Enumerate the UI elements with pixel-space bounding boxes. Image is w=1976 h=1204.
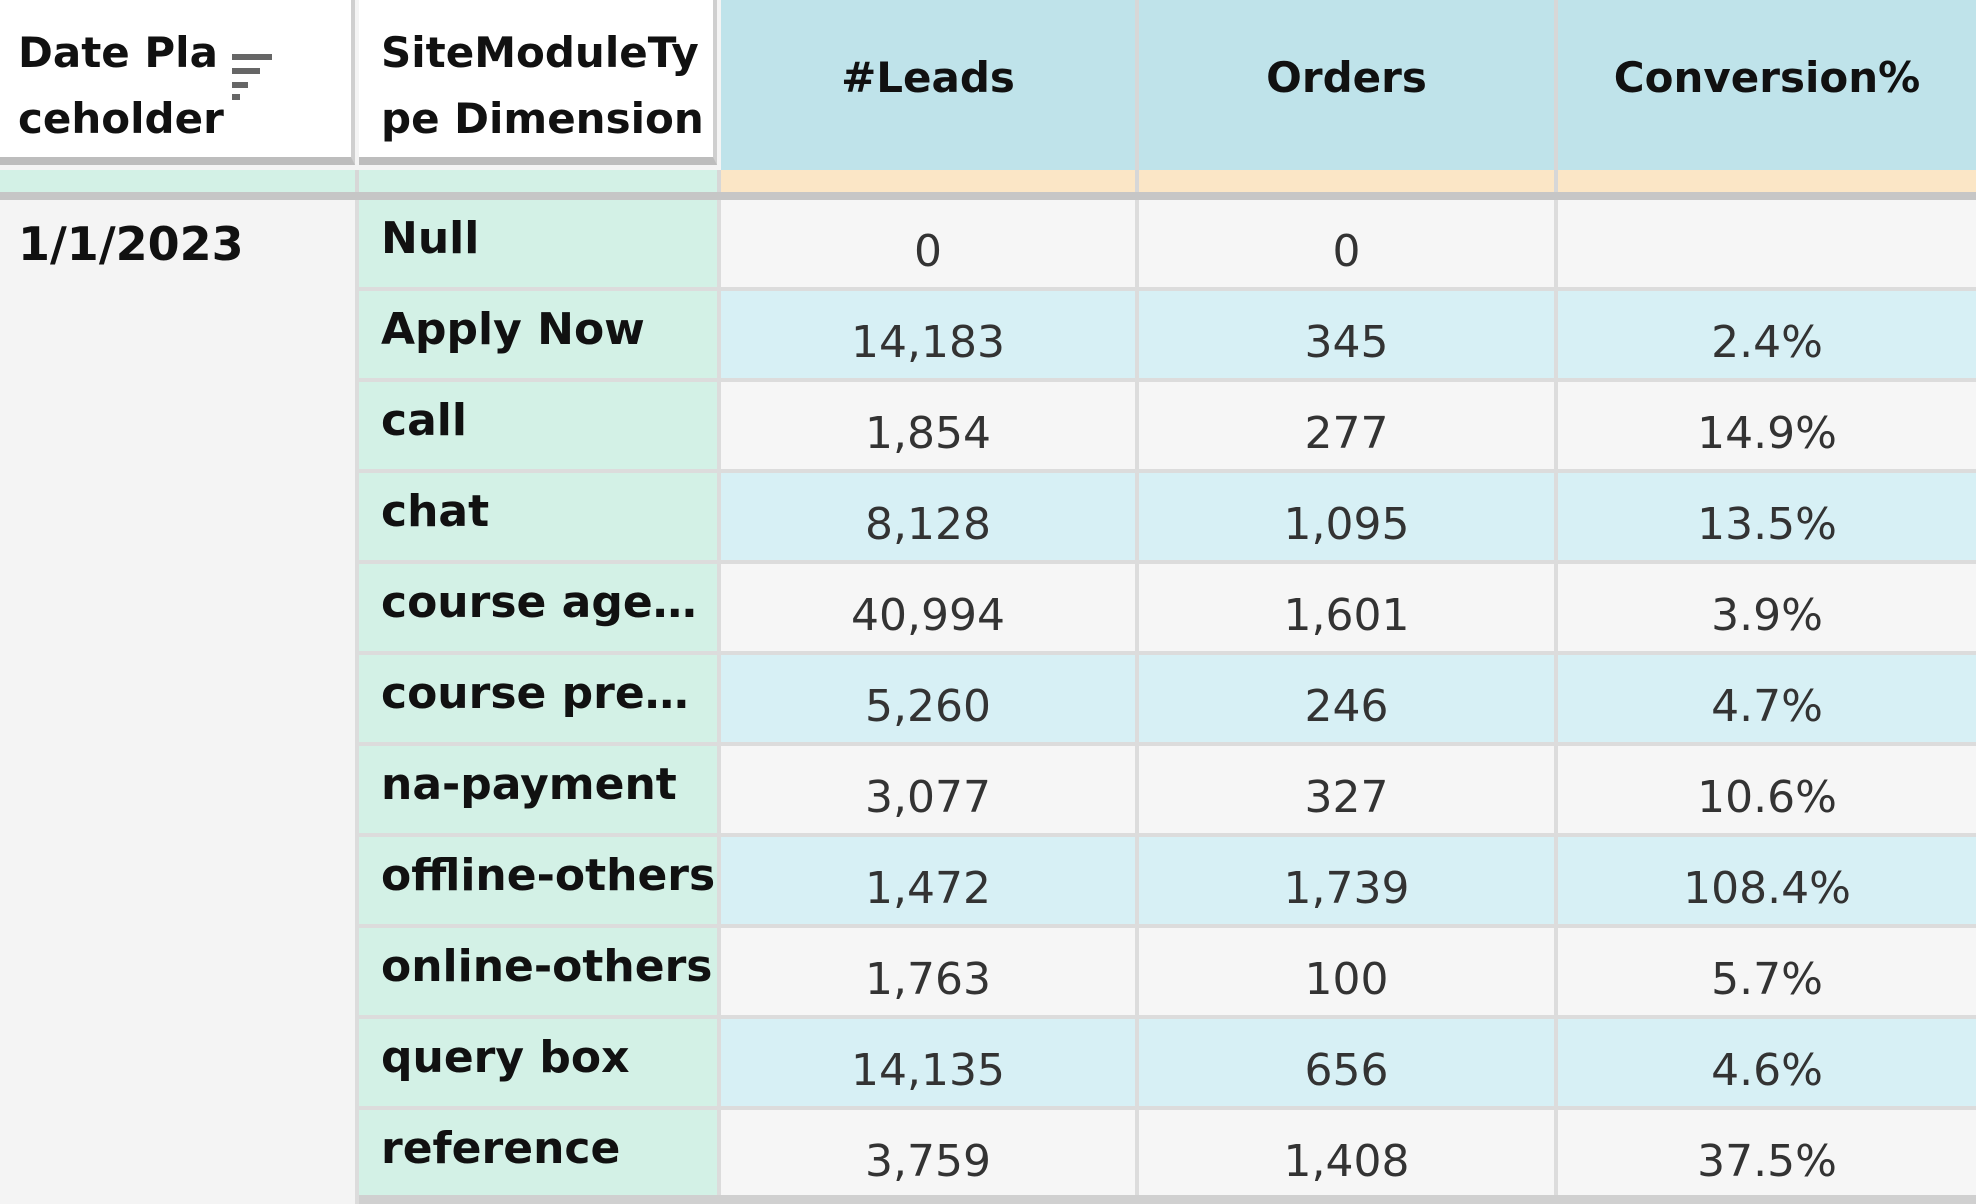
table-row[interactable]: offline-others 1,472 1,739 108.4% bbox=[359, 837, 1976, 928]
leads-cell: 1,854 bbox=[721, 382, 1139, 473]
sort-descending-icon[interactable] bbox=[232, 54, 282, 104]
table-row[interactable]: course previe.. 5,260 246 4.7% bbox=[359, 655, 1976, 746]
column-header-site-module-type-label: SiteModuleType Dimension bbox=[381, 28, 704, 143]
table-row[interactable]: na-payment 3,077 327 10.6% bbox=[359, 746, 1976, 837]
table-row[interactable]: reference 3,759 1,408 37.5% bbox=[359, 1110, 1976, 1201]
orders-cell: 1,601 bbox=[1139, 564, 1558, 655]
column-header-conversion[interactable]: Conversion% bbox=[1558, 0, 1976, 172]
conversion-cell: 5.7% bbox=[1558, 928, 1976, 1019]
orders-cell: 1,095 bbox=[1139, 473, 1558, 564]
table-row[interactable]: course agenda 40,994 1,601 3.9% bbox=[359, 564, 1976, 655]
table-row[interactable]: call 1,854 277 14.9% bbox=[359, 382, 1976, 473]
total-row-conversion-cell bbox=[1558, 170, 1976, 192]
site-module-cell: reference bbox=[359, 1110, 721, 1201]
leads-cell: 3,759 bbox=[721, 1110, 1139, 1201]
conversion-cell: 10.6% bbox=[1558, 746, 1976, 837]
leads-cell: 40,994 bbox=[721, 564, 1139, 655]
orders-cell: 0 bbox=[1139, 200, 1558, 291]
conversion-cell: 108.4% bbox=[1558, 837, 1976, 928]
orders-cell: 1,739 bbox=[1139, 837, 1558, 928]
conversion-cell: 2.4% bbox=[1558, 291, 1976, 382]
site-module-cell: Null bbox=[359, 200, 721, 291]
leads-cell: 14,183 bbox=[721, 291, 1139, 382]
orders-cell: 327 bbox=[1139, 746, 1558, 837]
leads-cell: 5,260 bbox=[721, 655, 1139, 746]
conversion-cell: 14.9% bbox=[1558, 382, 1976, 473]
total-row-site-cell bbox=[359, 170, 721, 192]
site-module-cell: course agenda bbox=[359, 564, 721, 655]
column-header-leads[interactable]: #Leads bbox=[721, 0, 1139, 172]
column-header-conversion-label: Conversion% bbox=[1613, 53, 1921, 102]
leads-cell: 8,128 bbox=[721, 473, 1139, 564]
table-row[interactable]: Null 0 0 bbox=[359, 200, 1976, 291]
table-header: Date Placeholder SiteModuleType Dimensio… bbox=[0, 0, 1976, 172]
conversion-cell bbox=[1558, 200, 1976, 291]
date-value[interactable]: 1/1/2023 bbox=[18, 217, 244, 271]
orders-cell: 656 bbox=[1139, 1019, 1558, 1110]
total-row-date-cell bbox=[0, 170, 359, 192]
site-module-cell: chat bbox=[359, 473, 721, 564]
date-column: 1/1/2023 bbox=[0, 200, 359, 1204]
orders-cell: 246 bbox=[1139, 655, 1558, 746]
leads-cell: 1,472 bbox=[721, 837, 1139, 928]
table-body: Null 0 0 Apply Now 14,183 345 2.4% call … bbox=[359, 200, 1976, 1201]
site-module-cell: course previe.. bbox=[359, 655, 721, 746]
orders-cell: 100 bbox=[1139, 928, 1558, 1019]
leads-cell: 14,135 bbox=[721, 1019, 1139, 1110]
site-module-cell: na-payment bbox=[359, 746, 721, 837]
site-module-cell: call bbox=[359, 382, 721, 473]
orders-cell: 345 bbox=[1139, 291, 1558, 382]
column-header-orders[interactable]: Orders bbox=[1139, 0, 1558, 172]
orders-cell: 277 bbox=[1139, 382, 1558, 473]
table-row[interactable]: chat 8,128 1,095 13.5% bbox=[359, 473, 1976, 564]
total-row bbox=[0, 170, 1976, 192]
site-module-cell: query box bbox=[359, 1019, 721, 1110]
leads-cell: 3,077 bbox=[721, 746, 1139, 837]
conversion-cell: 13.5% bbox=[1558, 473, 1976, 564]
table-row[interactable]: online-others 1,763 100 5.7% bbox=[359, 928, 1976, 1019]
table-bottom-rule bbox=[359, 1195, 1976, 1204]
table-row[interactable]: query box 14,135 656 4.6% bbox=[359, 1019, 1976, 1110]
column-header-date[interactable]: Date Placeholder bbox=[0, 0, 355, 165]
site-module-cell: offline-others bbox=[359, 837, 721, 928]
column-header-site-module-type[interactable]: SiteModuleType Dimension bbox=[359, 0, 717, 165]
conversion-cell: 4.6% bbox=[1558, 1019, 1976, 1110]
leads-cell: 0 bbox=[721, 200, 1139, 291]
table-row[interactable]: Apply Now 14,183 345 2.4% bbox=[359, 291, 1976, 382]
site-module-cell: online-others bbox=[359, 928, 721, 1019]
header-divider bbox=[0, 192, 1976, 200]
leads-cell: 1,763 bbox=[721, 928, 1139, 1019]
conversion-cell: 3.9% bbox=[1558, 564, 1976, 655]
column-header-leads-label: #Leads bbox=[841, 53, 1015, 102]
total-row-orders-cell bbox=[1139, 170, 1558, 192]
orders-cell: 1,408 bbox=[1139, 1110, 1558, 1201]
total-row-leads-cell bbox=[721, 170, 1139, 192]
column-header-date-label: Date Placeholder bbox=[18, 28, 224, 143]
site-module-cell: Apply Now bbox=[359, 291, 721, 382]
conversion-cell: 37.5% bbox=[1558, 1110, 1976, 1201]
column-header-orders-label: Orders bbox=[1266, 53, 1427, 102]
conversion-cell: 4.7% bbox=[1558, 655, 1976, 746]
